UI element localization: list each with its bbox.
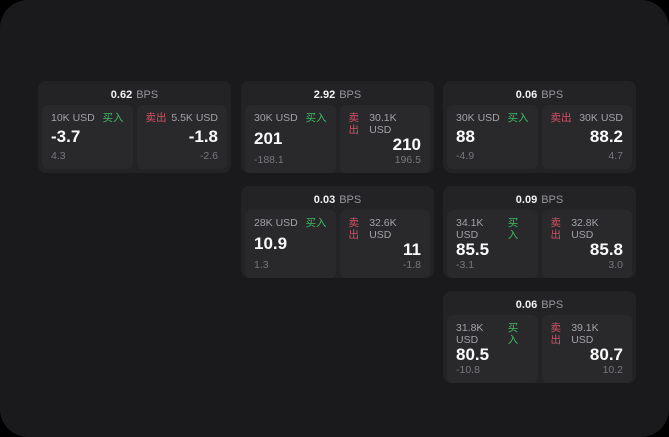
buy-price: 88	[456, 127, 475, 146]
quote-card-2: 2.92 BPS 30K USD 买入 201 -188.1 卖出 30.1K …	[241, 81, 434, 173]
bps-unit-label: BPS	[339, 89, 362, 101]
buy-amount: 10K USD	[51, 112, 95, 124]
buy-amount: 31.8K USD	[456, 322, 484, 346]
sell-delta: -1.8	[402, 259, 421, 271]
buy-panel[interactable]: 30K USD 买入 88 -4.9	[447, 105, 538, 169]
buy-side-label: 买入	[102, 112, 124, 124]
buy-side-label: 买入	[507, 322, 519, 346]
sell-delta: 3.0	[608, 259, 623, 271]
buy-panel[interactable]: 31.8K USD 买入 80.5 -10.8	[447, 315, 538, 383]
buy-side-label: 买入	[305, 112, 327, 124]
buy-side-label: 买入	[507, 217, 519, 241]
buy-amount: 30K USD	[254, 112, 298, 124]
buy-delta: -10.8	[456, 364, 480, 376]
bps-unit-label: BPS	[136, 89, 159, 101]
buy-side-label: 买入	[305, 217, 327, 229]
sell-panel[interactable]: 卖出 5.5K USD -1.8 -2.6	[136, 105, 227, 169]
bps-header: 0.06 BPS	[447, 85, 632, 105]
sell-panel[interactable]: 卖出 30K USD 88.2 4.7	[541, 105, 632, 169]
buy-delta: 1.3	[254, 259, 269, 271]
bps-value: 0.06	[515, 299, 538, 311]
sell-amount: 32.8K USD	[571, 217, 599, 241]
sell-side-label: 卖出	[550, 112, 572, 124]
buy-amount: 34.1K USD	[456, 217, 484, 241]
bps-value: 0.06	[515, 89, 538, 101]
bps-unit-label: BPS	[541, 89, 564, 101]
bps-unit-label: BPS	[541, 194, 564, 206]
sell-panel[interactable]: 卖出 39.1K USD 80.7 10.2	[541, 315, 632, 383]
sell-price: 11	[403, 240, 421, 259]
buy-amount: 30K USD	[456, 112, 500, 124]
buy-price: 85.5	[456, 240, 490, 259]
bps-value: 2.92	[313, 89, 336, 101]
buy-price: 201	[254, 129, 283, 148]
buy-delta: -4.9	[456, 150, 475, 162]
sell-amount: 30K USD	[579, 112, 623, 124]
quote-card-4: 0.03 BPS 28K USD 买入 10.9 1.3 卖出 32.6K US…	[241, 186, 434, 278]
sell-amount: 5.5K USD	[171, 112, 218, 124]
buy-delta: -188.1	[254, 154, 284, 166]
buy-price: 10.9	[254, 234, 288, 253]
bps-header: 0.62 BPS	[42, 85, 227, 105]
sell-price: 80.7	[589, 345, 623, 364]
sell-price: -1.8	[188, 127, 218, 146]
sell-delta: -2.6	[199, 150, 218, 162]
bps-header: 0.09 BPS	[447, 190, 632, 210]
buy-panel[interactable]: 28K USD 买入 10.9 1.3	[245, 210, 336, 278]
buy-delta: -3.1	[456, 259, 475, 271]
buy-price: 80.5	[456, 345, 490, 364]
quote-card-6: 0.06 BPS 31.8K USD 买入 80.5 -10.8 卖出 39.1…	[443, 291, 636, 383]
sell-side-label: 卖出	[550, 217, 562, 241]
sell-delta: 4.7	[608, 150, 623, 162]
sell-delta: 196.5	[394, 154, 421, 166]
bps-value: 0.09	[515, 194, 538, 206]
sell-amount: 32.6K USD	[369, 217, 397, 241]
bps-value: 0.62	[110, 89, 133, 101]
buy-price: -3.7	[51, 127, 81, 146]
quote-card-3: 0.06 BPS 30K USD 买入 88 -4.9 卖出 30K USD 8…	[443, 81, 636, 173]
buy-side-label: 买入	[507, 112, 529, 124]
sell-amount: 39.1K USD	[571, 322, 599, 346]
sell-price: 210	[392, 135, 421, 154]
bps-unit-label: BPS	[339, 194, 362, 206]
sell-delta: 10.2	[602, 364, 623, 376]
sell-side-label: 卖出	[550, 322, 562, 346]
bps-header: 0.06 BPS	[447, 295, 632, 315]
buy-panel[interactable]: 30K USD 买入 201 -188.1	[245, 105, 336, 173]
bps-header: 0.03 BPS	[245, 190, 430, 210]
quote-card-1: 0.62 BPS 10K USD 买入 -3.7 4.3 卖出 5.5K USD…	[38, 81, 231, 173]
sell-price: 88.2	[589, 127, 623, 146]
bps-unit-label: BPS	[541, 299, 564, 311]
sell-amount: 30.1K USD	[369, 112, 397, 136]
sell-side-label: 卖出	[348, 217, 360, 241]
quote-card-5: 0.09 BPS 34.1K USD 买入 85.5 -3.1 卖出 32.8K…	[443, 186, 636, 278]
sell-price: 85.8	[589, 240, 623, 259]
bps-header: 2.92 BPS	[245, 85, 430, 105]
sell-panel[interactable]: 卖出 32.8K USD 85.8 3.0	[541, 210, 632, 278]
sell-side-label: 卖出	[348, 112, 360, 136]
buy-amount: 28K USD	[254, 217, 298, 229]
buy-panel[interactable]: 10K USD 买入 -3.7 4.3	[42, 105, 133, 169]
bps-value: 0.03	[313, 194, 336, 206]
buy-panel[interactable]: 34.1K USD 买入 85.5 -3.1	[447, 210, 538, 278]
sell-panel[interactable]: 卖出 32.6K USD 11 -1.8	[339, 210, 430, 278]
buy-delta: 4.3	[51, 150, 66, 162]
sell-panel[interactable]: 卖出 30.1K USD 210 196.5	[339, 105, 430, 173]
sell-side-label: 卖出	[145, 112, 167, 124]
